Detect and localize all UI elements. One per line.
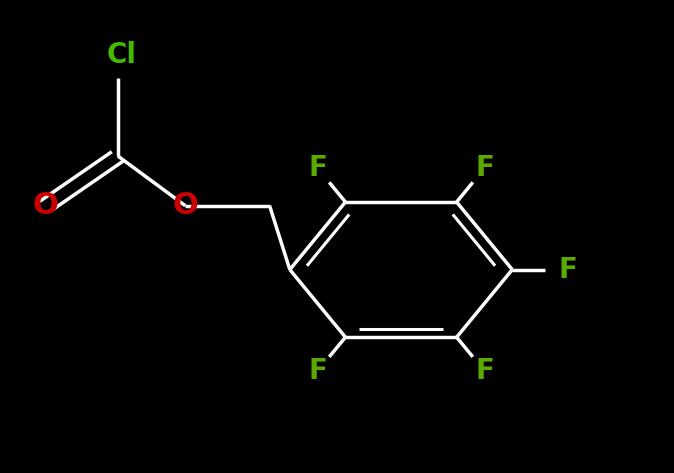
Text: F: F [475,357,494,385]
Text: O: O [173,191,198,220]
Text: F: F [308,154,327,182]
Text: F: F [308,357,327,385]
Text: F: F [475,154,494,182]
Text: F: F [559,255,578,284]
Text: O: O [33,191,59,220]
Text: Cl: Cl [106,41,136,70]
